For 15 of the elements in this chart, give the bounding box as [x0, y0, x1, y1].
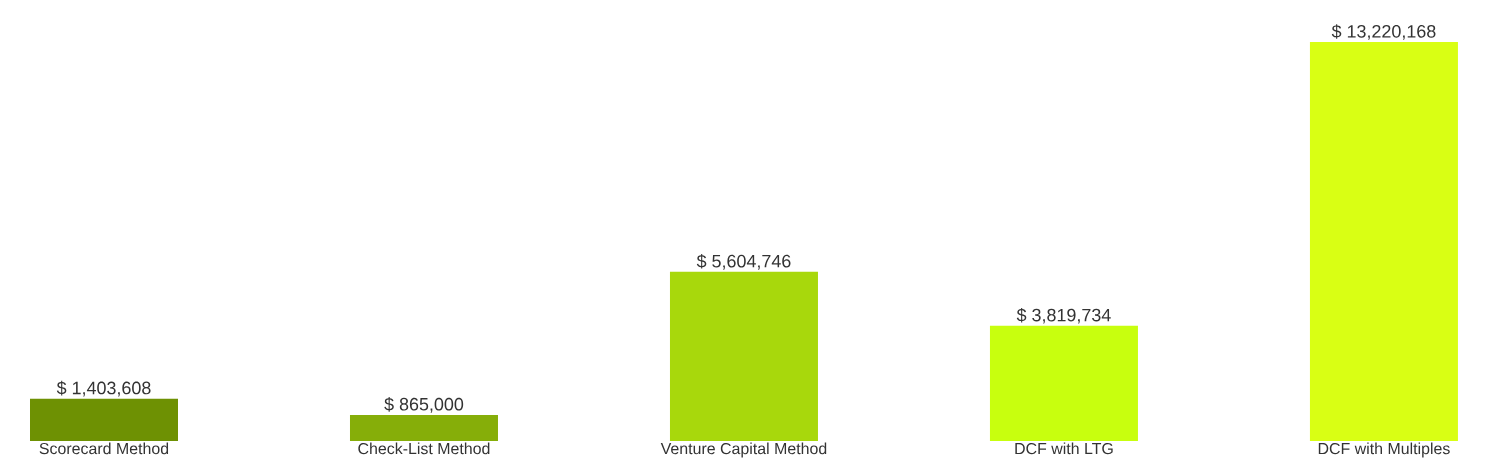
bar — [30, 398, 178, 441]
x-tick-label: Venture Capital Method — [660, 442, 827, 458]
data-label: $ 5,604,746 — [696, 254, 791, 270]
data-label: $ 13,220,168 — [1331, 24, 1436, 40]
bar — [349, 414, 498, 441]
x-tick-label: Check-List Method — [358, 442, 490, 455]
bar — [1309, 41, 1458, 441]
data-label: $ 3,819,734 — [1016, 307, 1111, 324]
x-tick-label: DCF with Multiples — [1318, 442, 1450, 458]
x-tick-label: Scorecard Method — [39, 442, 169, 455]
data-label: $ 1,403,608 — [56, 380, 151, 397]
x-tick-label: DCF with LTG — [1015, 442, 1113, 455]
bar — [669, 271, 818, 441]
bar — [989, 325, 1138, 441]
data-label: $ 865,000 — [384, 397, 464, 413]
